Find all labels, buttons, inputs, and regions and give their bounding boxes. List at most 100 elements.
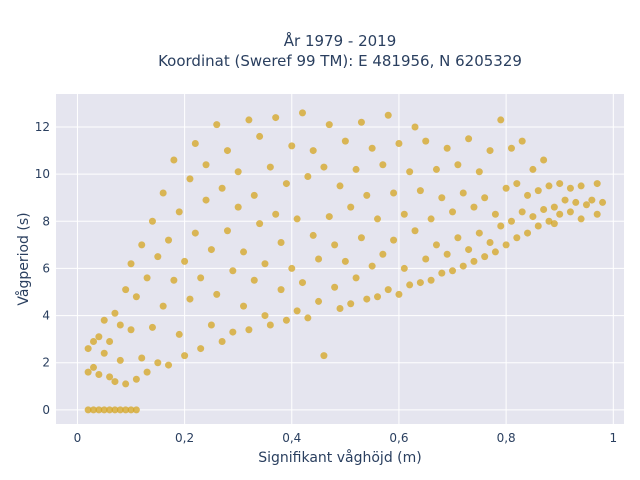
data-point: [357, 234, 365, 242]
data-point: [170, 276, 178, 284]
data-point: [561, 196, 569, 204]
data-point: [288, 264, 296, 272]
data-point: [577, 182, 585, 190]
data-point: [304, 314, 312, 322]
x-tick-label: 0,2: [175, 431, 194, 445]
data-point: [497, 222, 505, 230]
data-point: [406, 281, 414, 289]
data-point: [282, 316, 290, 324]
data-point: [518, 208, 526, 216]
data-point: [502, 184, 510, 192]
data-point: [432, 241, 440, 249]
data-point: [534, 187, 542, 195]
data-point: [406, 168, 414, 176]
data-point: [111, 406, 119, 414]
data-point: [197, 274, 205, 282]
data-point: [95, 333, 103, 341]
chart-subtitle: Koordinat (Sweref 99 TM): E 481956, N 62…: [158, 52, 522, 70]
data-point: [143, 368, 151, 376]
data-point: [207, 321, 215, 329]
data-point: [556, 180, 564, 188]
data-point: [529, 165, 537, 173]
data-point: [502, 241, 510, 249]
data-point: [245, 116, 253, 124]
data-point: [427, 215, 435, 223]
data-point: [529, 213, 537, 221]
data-point: [181, 352, 189, 360]
x-tick-labels: 0 0,2 0,4 0,6 0,8 1: [74, 431, 617, 445]
data-point: [577, 215, 585, 223]
data-point: [90, 338, 98, 345]
y-tick-label: 12: [35, 120, 50, 134]
x-tick-label: 0,8: [497, 431, 516, 445]
x-tick-label: 0,4: [282, 431, 301, 445]
data-point: [459, 189, 467, 197]
data-point: [550, 203, 558, 211]
data-point: [347, 300, 355, 308]
data-point: [298, 279, 306, 287]
data-point: [384, 286, 392, 294]
data-point: [256, 220, 264, 228]
data-point: [122, 380, 130, 388]
data-point: [481, 253, 489, 261]
data-point: [272, 210, 280, 218]
data-point: [277, 239, 285, 246]
data-point: [138, 241, 146, 249]
data-point: [507, 144, 515, 152]
data-point: [261, 260, 269, 268]
data-point: [540, 156, 548, 164]
data-point: [293, 215, 301, 223]
data-point: [240, 248, 248, 256]
data-point: [320, 352, 328, 360]
data-point: [122, 406, 130, 414]
data-point: [475, 168, 483, 176]
data-point: [132, 293, 140, 301]
data-point: [513, 180, 521, 188]
data-point: [154, 359, 162, 367]
data-point: [566, 208, 574, 216]
data-point: [218, 338, 226, 345]
data-point: [486, 147, 494, 155]
data-point: [298, 109, 306, 117]
data-point: [566, 184, 574, 192]
data-point: [266, 163, 274, 171]
data-point: [100, 316, 108, 324]
data-point: [593, 180, 601, 188]
data-point: [127, 260, 135, 268]
data-point: [470, 203, 478, 211]
data-point: [593, 210, 601, 218]
data-point: [143, 274, 151, 282]
data-point: [175, 330, 183, 338]
data-point: [256, 132, 264, 140]
data-point: [293, 307, 301, 315]
data-point: [336, 182, 344, 190]
data-point: [357, 118, 365, 126]
data-point: [186, 295, 194, 303]
data-point: [106, 338, 114, 345]
data-point: [411, 227, 419, 235]
data-point: [524, 191, 532, 199]
data-point: [111, 309, 119, 317]
y-tick-label: 0: [42, 403, 50, 417]
data-point: [165, 236, 173, 244]
data-point: [181, 257, 189, 265]
data-point: [524, 229, 532, 237]
data-point: [491, 248, 499, 256]
data-point: [175, 208, 183, 216]
data-point: [507, 217, 515, 225]
data-point: [100, 349, 108, 357]
data-point: [116, 406, 124, 414]
data-point: [309, 231, 317, 239]
data-point: [470, 257, 478, 265]
data-point: [132, 375, 140, 383]
data-point: [352, 165, 360, 173]
data-point: [325, 213, 333, 221]
data-point: [159, 302, 167, 310]
data-point: [288, 142, 296, 150]
data-point: [449, 267, 457, 275]
data-point: [100, 406, 108, 414]
data-point: [95, 371, 103, 378]
data-point: [459, 262, 467, 270]
data-point: [572, 198, 580, 206]
